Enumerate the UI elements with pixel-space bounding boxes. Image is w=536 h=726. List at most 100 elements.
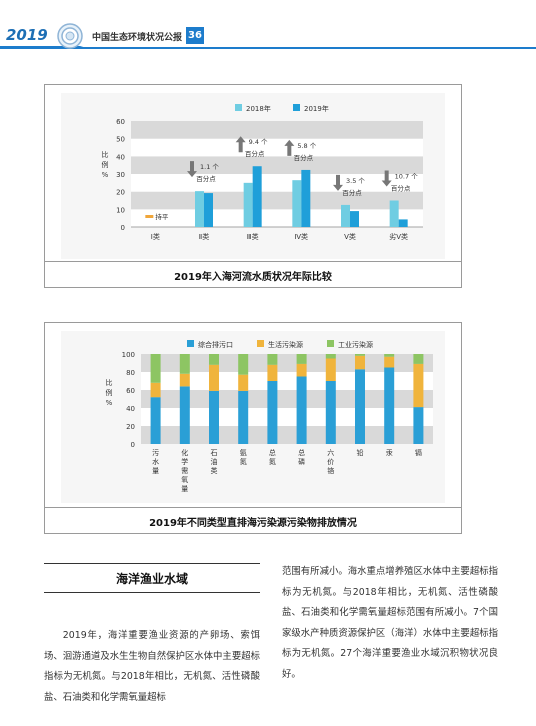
chart2-bar-segment — [413, 407, 424, 444]
chart1-grid-band — [131, 174, 423, 192]
chart1-annotation-text: 1.1 个 — [200, 163, 219, 171]
chart2-x-tick-label-char: 化 — [181, 448, 188, 457]
chart2-x-tick-label-char: 量 — [152, 467, 159, 475]
chart2-caption: 2019年不同类型直排海污染源污染物排放情况 — [149, 518, 357, 529]
chart2-bar-segment — [267, 364, 278, 381]
chart1-y-tick-label: 0 — [121, 224, 125, 232]
chart1-bar — [252, 166, 262, 227]
chart2-x-tick-label-char: 学 — [181, 457, 188, 466]
chart2-y-axis-label-char: 例 — [106, 388, 113, 397]
chart2-y-tick-label: 0 — [131, 441, 135, 449]
chart1-grid-band — [131, 138, 423, 157]
chart2-bar-segment — [355, 355, 365, 370]
header-band — [0, 22, 536, 50]
chart1-panel: 0 10 20 30 40 50 60 比例% 2018年 2019年 Ⅰ类 持平 Ⅱ类 1.1 个百分点… — [44, 84, 462, 288]
header-year: 2019 — [6, 26, 48, 44]
chart2-x-tick-label-char: 水 — [152, 457, 159, 466]
chart1-bar — [292, 180, 302, 227]
chart2-x-tick-label-char: 汞 — [386, 449, 393, 457]
chart1-up-arrow-icon — [235, 136, 246, 153]
chart2-y-tick-label: 60 — [126, 387, 135, 395]
chart2-bar-segment — [296, 363, 307, 377]
chart2-x-tick-label-char: 铅 — [357, 448, 364, 457]
chart1-grid-band — [131, 209, 423, 227]
section-title-bottom-rule — [44, 592, 260, 593]
chart2-legend-label: 综合排污口 — [198, 340, 233, 349]
chart1-x-tick-label: 劣Ⅴ类 — [389, 232, 408, 241]
chart1-y-axis-label-char: 例 — [102, 160, 109, 169]
header-title: 中国生态环境状况公报 — [92, 33, 183, 43]
chart2-y-tick-label: 100 — [122, 351, 135, 359]
chart2-legend-swatch — [257, 340, 264, 347]
chart2-y-axis-label-char: % — [106, 399, 113, 407]
chart2-x-tick-label-char: 氧 — [181, 475, 188, 484]
chart2-y-tick-label: 40 — [126, 405, 135, 413]
chart2-legend-swatch — [187, 340, 194, 347]
chart2-bar-segment — [150, 382, 161, 398]
chart1-legend-label: 2019年 — [304, 104, 329, 113]
chart1-bar — [398, 219, 408, 227]
chart1-legend-swatch — [235, 104, 242, 111]
chart2-bar-segment — [267, 354, 278, 365]
chart1-caption: 2019年入海河流水质状况年际比较 — [174, 272, 332, 283]
chart1-down-arrow-icon — [333, 174, 343, 191]
chart2-bar-segment — [296, 354, 307, 364]
chart2-x-tick-label-char: 六 — [327, 448, 334, 457]
chart1-y-tick-label: 10 — [116, 206, 125, 214]
chart1-flat-marker — [145, 215, 154, 218]
chart1-y-axis-label-char: % — [102, 171, 109, 179]
chart1-annotation-text: 3.5 个 — [346, 177, 365, 185]
chart2-bar-segment — [355, 354, 365, 356]
left-paragraph: 2019年，海洋重要渔业资源的产卵场、索饵场、洄游通道及水生生物自然保护区水体中… — [44, 630, 260, 703]
chart1-grid-band — [131, 191, 423, 210]
chart1-bar — [243, 182, 253, 227]
chart1-annotation-unit: 百分点 — [391, 184, 411, 193]
chart1-annotation-text: 9.4 个 — [249, 138, 268, 146]
chart1-annotation-unit: 百分点 — [294, 153, 314, 162]
chart2-bar-segment — [384, 367, 395, 444]
chart2-bar-segment — [355, 369, 365, 444]
page-header: 2019 中国生态环境状况公报 36 — [0, 22, 536, 52]
chart2-x-tick-label-char: 氮 — [269, 457, 276, 466]
chart2-bar-segment — [150, 397, 161, 444]
chart2-legend-label: 生活污染源 — [268, 340, 303, 349]
chart2-x-tick-label-char: 石 — [211, 449, 218, 457]
chart2-bar-segment — [413, 363, 424, 408]
chart2-bar-segment — [238, 390, 249, 444]
chart1-y-tick-label: 30 — [116, 171, 125, 179]
chart2-legend-swatch — [327, 340, 334, 347]
chart1-down-arrow-icon — [187, 161, 197, 178]
chart2-bar-segment — [179, 373, 190, 387]
chart1-bar — [301, 169, 311, 227]
chart1-y-axis-label-char: 比 — [102, 150, 109, 159]
header-rings-icon — [57, 23, 83, 49]
chart1-x-tick-label: Ⅲ类 — [247, 232, 259, 241]
chart2-x-tick-label-char: 污 — [152, 449, 159, 457]
section-title-top-rule — [44, 563, 260, 564]
page-number: 36 — [186, 27, 204, 44]
section-title: 海洋渔业水域 — [115, 572, 188, 586]
right-paragraph: 范围有所减小。海水重点增养殖区水体中主要超标指标为无机氮。与2018年相比，无机… — [282, 566, 498, 680]
chart2-bar-segment — [267, 381, 278, 444]
chart1-annotation-text: 5.8 个 — [297, 142, 316, 150]
chart1-legend-label: 2018年 — [246, 104, 271, 113]
chart2-bar-segment — [179, 386, 190, 444]
chart2-x-tick-label-char: 油 — [211, 457, 218, 466]
chart2-x-tick-label-char: 量 — [181, 485, 188, 493]
chart1-caption-divider — [45, 261, 461, 262]
chart1-bar — [195, 191, 204, 227]
chart1-bar — [204, 193, 213, 227]
chart2-bar-segment — [413, 354, 424, 364]
chart2-x-tick-label-char: 总 — [298, 448, 305, 457]
chart2-x-tick-label-char: 需 — [181, 467, 188, 475]
chart2-bar-segment — [179, 354, 190, 374]
chart2-y-tick-label: 20 — [126, 423, 135, 431]
chart1-annotation-unit: 百分点 — [245, 149, 265, 158]
chart1-annotation-unit: 百分点 — [342, 188, 362, 197]
chart1-bar — [350, 211, 359, 227]
chart1-down-arrow-icon — [381, 170, 392, 187]
chart2-x-tick-label-char: 镉 — [415, 448, 422, 457]
chart1-x-tick-label: Ⅳ类 — [295, 232, 308, 241]
